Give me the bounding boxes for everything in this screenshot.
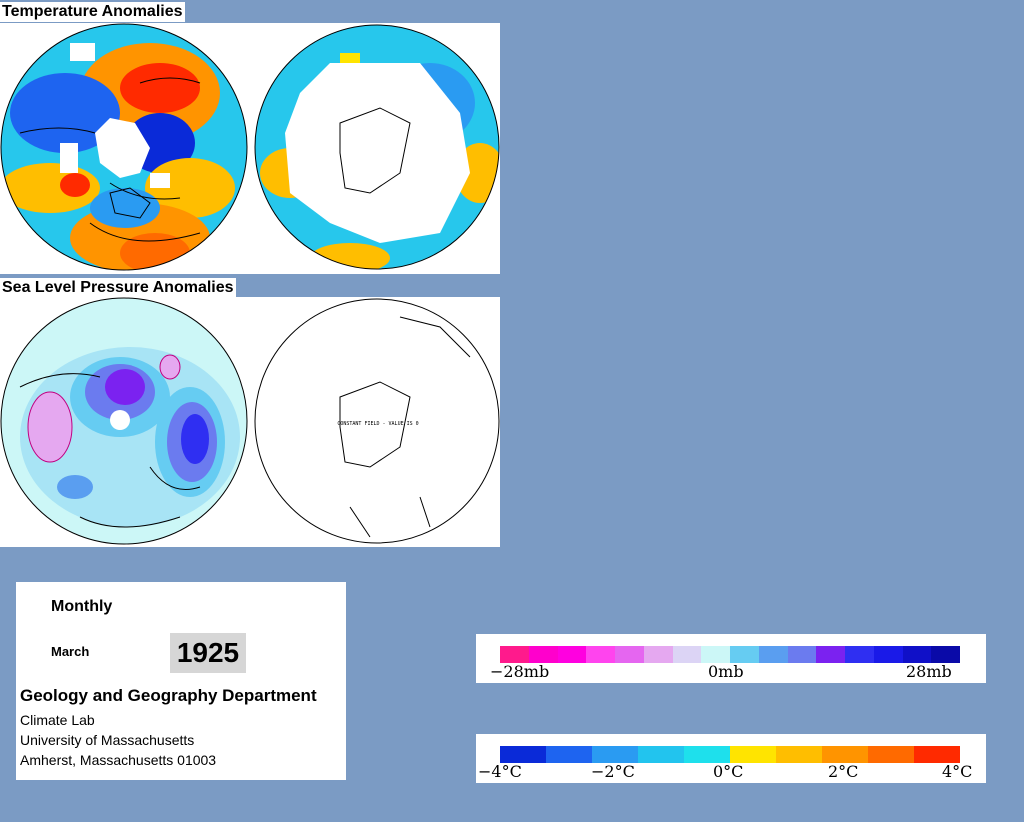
sh-pressure-note: CONSTANT FIELD - VALUE IS 0 [337, 421, 418, 427]
temp-label-4: 2°C [828, 762, 859, 781]
pressure-max-label: 28mb [906, 662, 952, 681]
year-display: 1925 [170, 633, 246, 673]
pressure-swatch [730, 646, 759, 663]
temperature-swatch [546, 746, 592, 763]
temperature-swatch [730, 746, 776, 763]
temperature-maps-panel [0, 23, 500, 274]
temperature-swatch [776, 746, 822, 763]
temp-label-3: 0°C [713, 762, 744, 781]
pressure-swatch [557, 646, 587, 663]
temperature-title: Temperature Anomalies [0, 2, 185, 22]
temperature-swatch [684, 746, 730, 763]
pressure-swatch [615, 646, 644, 663]
temperature-swatch [638, 746, 684, 763]
pressure-swatch [873, 646, 903, 663]
temperature-swatch [914, 746, 960, 763]
info-box: Monthly March 1925 Geology and Geography… [16, 582, 346, 780]
department-name: Geology and Geography Department [20, 686, 317, 705]
temperature-swatch [868, 746, 914, 763]
pressure-swatch [787, 646, 817, 663]
lab-name: Climate Lab [20, 712, 95, 728]
pressure-swatch [758, 646, 788, 663]
pressure-mid-label: 0mb [708, 662, 744, 681]
month-label: March [51, 644, 90, 659]
temperature-legend: −4°C −2°C 0°C 2°C 4°C [476, 734, 986, 783]
pressure-swatch [672, 646, 702, 663]
pressure-swatch [902, 646, 932, 663]
temperature-swatch [500, 746, 546, 763]
pressure-legend: −28mb 0mb 28mb [476, 634, 986, 683]
temperature-swatch [822, 746, 868, 763]
pressure-swatch [643, 646, 673, 663]
pressure-swatch [701, 646, 730, 663]
pressure-title: Sea Level Pressure Anomalies [0, 278, 236, 298]
pressure-min-label: −28mb [490, 662, 550, 681]
pressure-swatch [816, 646, 845, 663]
period-type: Monthly [51, 598, 113, 615]
sh-pressure-map: CONSTANT FIELD - VALUE IS 0 [254, 298, 500, 544]
address: Amherst, Massachusetts 01003 [20, 752, 217, 768]
pressure-swatch [931, 646, 960, 663]
pressure-swatch [845, 646, 874, 663]
temp-label-2: −2°C [591, 762, 635, 781]
temperature-color-scale [500, 746, 960, 763]
pressure-swatch [528, 646, 558, 663]
pressure-swatch [500, 646, 529, 663]
university-name: University of Massachusetts [20, 732, 195, 748]
pressure-maps-panel: CONSTANT FIELD - VALUE IS 0 [0, 297, 500, 547]
temp-label-1: −4°C [478, 762, 522, 781]
temp-label-5: 4°C [942, 762, 973, 781]
temperature-swatch [592, 746, 638, 763]
nh-temperature-map [1, 24, 247, 270]
pressure-swatch [586, 646, 615, 663]
nh-pressure-map [1, 298, 247, 544]
sh-temperature-map [255, 25, 499, 269]
pressure-color-scale [500, 646, 960, 663]
